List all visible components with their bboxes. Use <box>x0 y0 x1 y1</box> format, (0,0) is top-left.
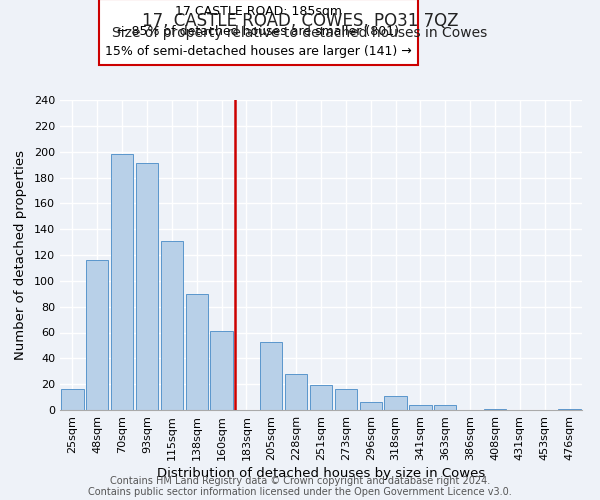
Bar <box>385 396 407 410</box>
Bar <box>211 331 233 410</box>
Bar <box>161 241 183 410</box>
Text: 17 CASTLE ROAD: 185sqm
← 85% of detached houses are smaller (801)
15% of semi-de: 17 CASTLE ROAD: 185sqm ← 85% of detached… <box>105 6 412 59</box>
Bar <box>484 408 506 410</box>
Text: Contains public sector information licensed under the Open Government Licence v3: Contains public sector information licen… <box>88 487 512 497</box>
Bar <box>136 164 158 410</box>
Bar <box>559 408 581 410</box>
Bar <box>285 374 307 410</box>
Bar <box>260 342 283 410</box>
Y-axis label: Number of detached properties: Number of detached properties <box>14 150 27 360</box>
Bar <box>310 386 332 410</box>
Text: Contains HM Land Registry data © Crown copyright and database right 2024.: Contains HM Land Registry data © Crown c… <box>110 476 490 486</box>
Bar <box>409 405 431 410</box>
Text: 17, CASTLE ROAD, COWES, PO31 7QZ: 17, CASTLE ROAD, COWES, PO31 7QZ <box>142 12 458 30</box>
Bar <box>434 405 457 410</box>
Bar <box>61 390 83 410</box>
Bar <box>185 294 208 410</box>
Bar <box>111 154 133 410</box>
X-axis label: Distribution of detached houses by size in Cowes: Distribution of detached houses by size … <box>157 467 485 480</box>
Bar <box>335 390 357 410</box>
Text: Size of property relative to detached houses in Cowes: Size of property relative to detached ho… <box>112 26 488 40</box>
Bar <box>359 402 382 410</box>
Bar <box>86 260 109 410</box>
